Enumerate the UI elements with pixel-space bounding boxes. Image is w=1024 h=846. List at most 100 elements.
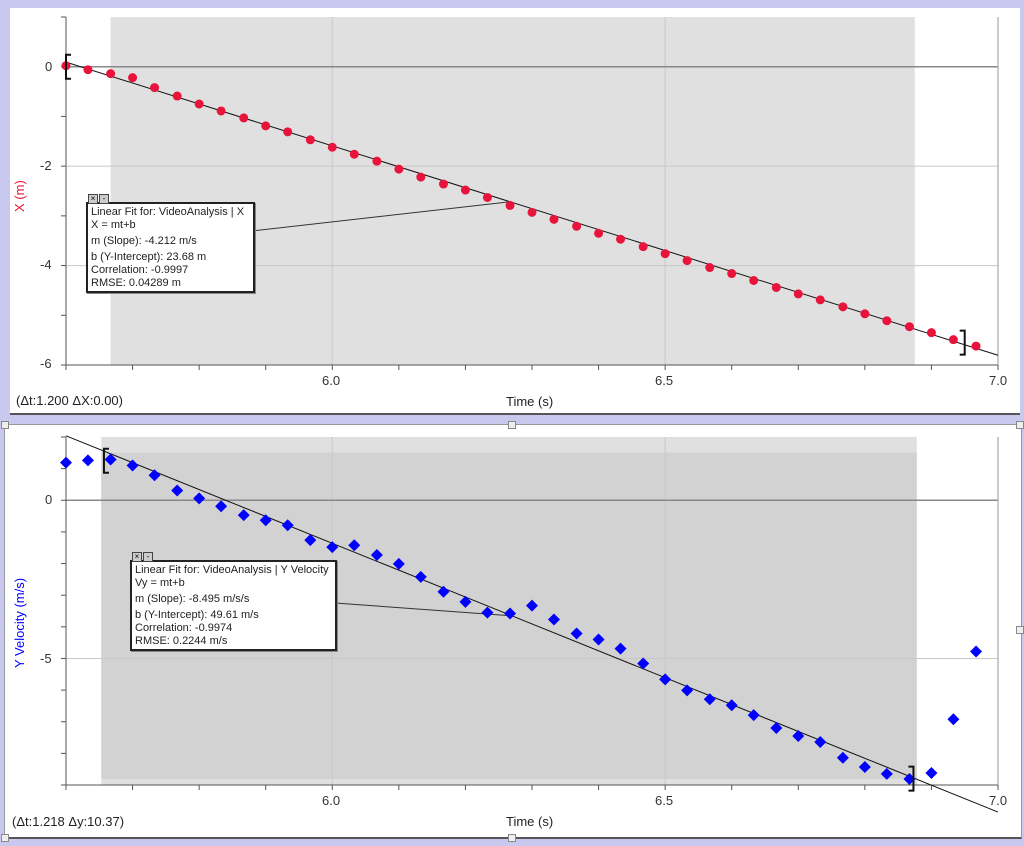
selection-region — [110, 17, 915, 365]
data-point — [793, 289, 803, 299]
linear-fit-box-velocity[interactable]: × - Linear Fit for: VideoAnalysis | Y Vel… — [130, 552, 337, 651]
data-point — [283, 127, 293, 137]
data-point — [237, 509, 250, 522]
data-point — [638, 242, 648, 252]
data-point — [926, 328, 936, 338]
data-point — [727, 269, 737, 279]
data-point — [860, 309, 870, 319]
options-icon[interactable]: - — [143, 552, 153, 562]
data-point — [659, 673, 672, 686]
fit-rmse: RMSE: 0.04289 m — [91, 277, 181, 289]
data-point — [239, 113, 249, 123]
data-point — [416, 172, 426, 182]
close-icon[interactable]: × — [88, 194, 98, 204]
data-point — [971, 341, 981, 351]
data-point — [527, 207, 537, 217]
data-point — [725, 699, 738, 712]
y-tick-label: -4 — [40, 257, 52, 272]
data-point — [348, 539, 361, 552]
data-point — [216, 106, 226, 116]
data-point — [193, 492, 206, 505]
data-point — [838, 302, 848, 312]
data-point — [572, 221, 582, 231]
data-point — [547, 613, 560, 626]
selection-bracket-left — [102, 447, 109, 474]
data-point — [370, 549, 383, 562]
data-point — [614, 642, 627, 655]
data-point — [592, 633, 605, 646]
fit-intercept: b (Y-Intercept): 49.61 m/s — [135, 609, 259, 621]
x-axis-label[interactable]: Time (s) — [506, 814, 554, 829]
data-point — [259, 514, 272, 527]
resize-handle[interactable] — [508, 421, 516, 429]
fit-intercept: b (Y-Intercept): 23.68 m — [91, 251, 207, 263]
data-point — [749, 275, 759, 285]
y-axis-label-velocity[interactable]: Y Velocity (m/s) — [12, 577, 27, 668]
data-point — [126, 459, 139, 472]
fit-equation: Vy = mt+b — [135, 577, 185, 589]
x-tick-label: 6.0 — [322, 793, 341, 808]
data-point — [814, 735, 827, 748]
data-point — [703, 693, 716, 706]
x-tick-label: 6.5 — [655, 373, 674, 388]
data-point — [60, 456, 72, 469]
data-point — [83, 65, 93, 75]
selection-bracket-right — [908, 765, 915, 792]
selection-bracket-right — [959, 329, 966, 356]
data-point — [304, 534, 317, 547]
y-tick-label: 0 — [45, 59, 53, 74]
data-point — [747, 709, 760, 722]
y-axis-label-x[interactable]: X (m) — [12, 180, 27, 212]
data-point — [481, 606, 494, 619]
resize-handle[interactable] — [1, 834, 9, 842]
data-point — [394, 164, 404, 174]
x-tick-label: 6.0 — [322, 373, 341, 388]
y-tick-label: -5 — [40, 651, 52, 666]
fit-correlation: Correlation: -0.9974 — [135, 622, 233, 634]
data-point — [326, 541, 339, 554]
data-point — [504, 607, 517, 620]
data-point — [148, 469, 161, 482]
data-point — [526, 599, 538, 612]
y-tick-label: -2 — [40, 158, 52, 173]
options-icon[interactable]: - — [99, 194, 109, 204]
x-axis-label[interactable]: Time (s) — [506, 394, 554, 409]
fit-equation: X = mt+b — [91, 219, 136, 231]
data-point — [882, 316, 892, 326]
data-point — [616, 234, 626, 244]
data-point — [505, 200, 515, 210]
data-point — [705, 263, 715, 273]
data-point — [682, 256, 692, 266]
data-point — [327, 142, 337, 152]
data-point — [947, 713, 960, 726]
data-point — [549, 214, 559, 224]
x-tick-label: 7.0 — [989, 373, 1008, 388]
data-point — [414, 570, 427, 583]
data-point — [904, 322, 914, 332]
data-point — [281, 519, 294, 532]
data-point — [858, 760, 871, 773]
data-point — [948, 335, 958, 345]
data-point — [570, 627, 583, 640]
fit-title: Linear Fit for: VideoAnalysis | Y Veloci… — [135, 564, 329, 576]
data-point — [81, 454, 94, 467]
data-point — [880, 767, 893, 780]
linear-fit-box-x[interactable]: × - Linear Fit for: VideoAnalysis | X X =… — [86, 194, 255, 293]
data-point — [172, 91, 182, 101]
data-point — [171, 484, 184, 497]
data-point — [771, 282, 781, 292]
data-point — [372, 156, 382, 166]
fit-leader-line — [251, 201, 511, 232]
data-point — [594, 228, 604, 238]
x-tick-label: 7.0 — [989, 793, 1008, 808]
close-icon[interactable]: × — [132, 552, 142, 562]
resize-handle[interactable] — [1, 421, 9, 429]
y-tick-label: 0 — [45, 492, 53, 507]
data-point — [815, 295, 825, 305]
data-point — [392, 557, 405, 570]
data-point — [150, 83, 160, 93]
resize-handle[interactable] — [508, 834, 516, 842]
delta-readout: (Δt:1.218 Δy:10.37) — [12, 814, 125, 829]
data-point — [305, 135, 315, 145]
